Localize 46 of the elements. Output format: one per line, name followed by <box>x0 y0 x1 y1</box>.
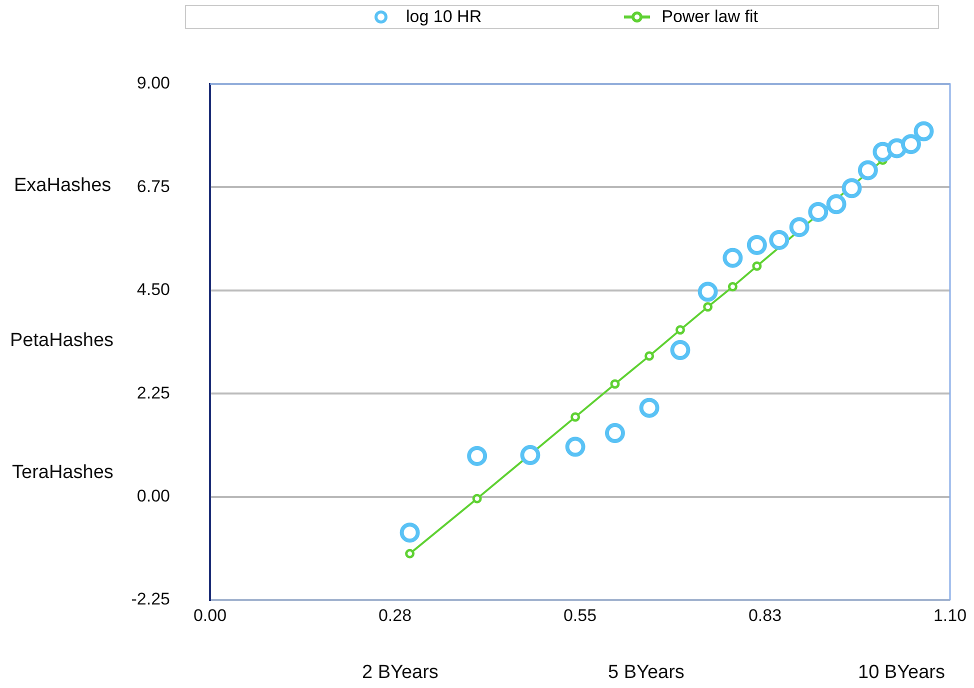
point <box>405 548 415 558</box>
y-tick-label: 4.50 <box>136 280 170 300</box>
point <box>728 282 738 292</box>
point <box>670 340 690 360</box>
point <box>610 379 620 389</box>
point <box>826 194 846 214</box>
point <box>400 522 420 543</box>
point <box>472 494 482 504</box>
text: ExaHashes <box>14 175 112 197</box>
point <box>722 248 743 268</box>
y-tick-label: 6.75 <box>136 176 170 196</box>
x-tick-label: 0.83 <box>748 606 782 625</box>
x-tick-label: 1.10 <box>933 606 967 625</box>
x-tick-label: 0.55 <box>563 606 597 625</box>
text: PetaHashes <box>10 330 114 352</box>
point <box>644 351 654 361</box>
point <box>858 160 878 180</box>
point <box>639 398 660 418</box>
point <box>520 445 540 466</box>
text: TeraHashes <box>12 462 114 484</box>
point <box>752 261 762 271</box>
point <box>914 121 934 142</box>
y-tick-label: 0.00 <box>136 486 170 506</box>
point <box>769 230 790 250</box>
x-tick-label: 0.28 <box>378 606 412 625</box>
point <box>808 202 828 222</box>
point <box>789 217 810 238</box>
point <box>746 234 767 255</box>
x-tick-label: 0.00 <box>193 606 227 625</box>
point <box>565 436 586 457</box>
point <box>675 325 685 335</box>
text: 5 BYears <box>608 662 684 684</box>
text: 10 BYears <box>858 662 945 684</box>
y-tick-label: -2.25 <box>131 590 170 609</box>
legend-label: Power law fit <box>662 7 758 27</box>
y-tick-label: 2.25 <box>136 383 170 402</box>
point <box>698 282 718 302</box>
y-tick-label: 9.00 <box>136 74 170 93</box>
text: 2 BYears <box>362 662 438 684</box>
legend-label: log 10 HR <box>406 7 482 27</box>
point <box>467 446 488 466</box>
point <box>604 423 625 444</box>
point <box>900 134 921 154</box>
point <box>570 412 580 422</box>
point <box>842 178 862 198</box>
point <box>703 302 713 312</box>
